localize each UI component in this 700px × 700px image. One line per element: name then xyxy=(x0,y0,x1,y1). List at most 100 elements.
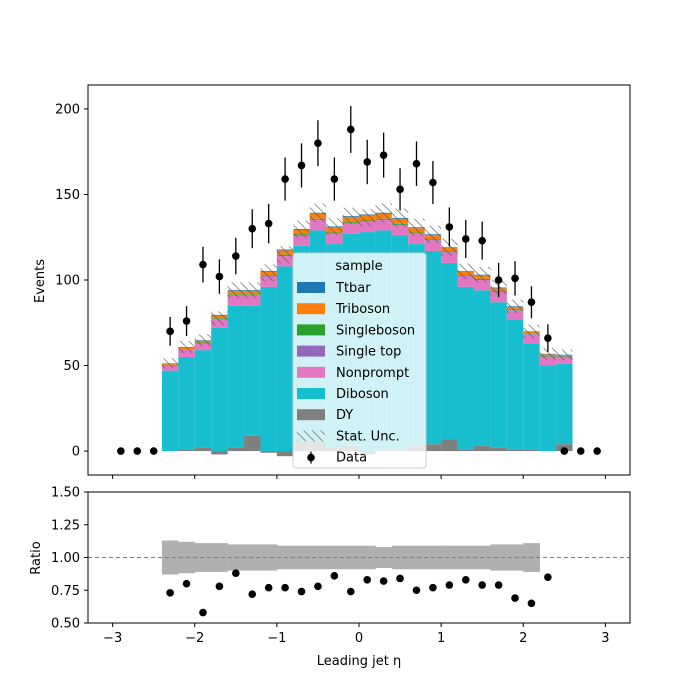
ratio-y-ticks: 0.50 0.75 1.00 1.25 1.50 xyxy=(51,486,88,632)
ratio-point xyxy=(166,589,174,597)
data-point xyxy=(511,274,519,283)
ratio-point xyxy=(248,590,257,598)
bar-nonprompt xyxy=(457,276,474,287)
stat-unc-bin xyxy=(359,209,376,227)
bar-nonprompt xyxy=(359,221,376,233)
bar-diboson xyxy=(178,356,195,450)
data-point xyxy=(314,139,322,147)
bar-dy xyxy=(211,451,228,455)
ratio-point xyxy=(199,608,207,617)
ratio-y-tick-label: 1.50 xyxy=(51,486,80,501)
main-y-tick-label: 50 xyxy=(63,359,80,374)
stat-unc-bin xyxy=(424,225,442,243)
ratio-point xyxy=(494,581,503,589)
ratio-point xyxy=(346,587,355,596)
data-point xyxy=(412,159,421,168)
ratio-band-bin xyxy=(211,543,228,572)
stat-unc-bin xyxy=(161,358,179,369)
ratio-point xyxy=(314,582,322,591)
ratio-point xyxy=(215,582,224,591)
bar-nonprompt xyxy=(506,310,524,320)
data-point xyxy=(445,223,454,231)
bar-diboson xyxy=(556,363,573,445)
stat-unc-bin xyxy=(506,299,524,314)
ratio-x-tick-label: −2 xyxy=(185,631,204,646)
ratio-point xyxy=(544,573,552,581)
stat-unc-bin xyxy=(342,207,359,225)
data-point xyxy=(264,219,273,228)
bar-dy xyxy=(178,449,195,452)
bar-nonprompt xyxy=(408,233,425,245)
bar-nonprompt xyxy=(441,252,458,263)
data-point xyxy=(232,252,240,260)
stat-unc-bin xyxy=(309,203,327,223)
legend-label: Nonprompt xyxy=(336,366,409,381)
ratio-y-tick-label: 1.25 xyxy=(51,518,80,533)
bar-diboson xyxy=(424,250,442,445)
ratio-point xyxy=(264,583,273,592)
ratio-point xyxy=(232,569,240,578)
main-y-tick-label: 150 xyxy=(55,188,80,203)
ratio-panel: −3 −2 −1 0 1 2 3 0.50 0.75 1.00 1.25 1.50 Ratio Le… xyxy=(29,486,631,669)
bar-diboson xyxy=(260,286,277,452)
data-point xyxy=(576,447,585,455)
ratio-point xyxy=(281,583,289,592)
stat-unc-bin xyxy=(260,264,277,282)
main-panel: 0 50 100 150 200 Events sample Ttbar Triboson… xyxy=(33,84,631,479)
bar-diboson xyxy=(441,262,458,440)
stat-unc-bin xyxy=(408,218,425,236)
ratio-band-bin xyxy=(309,545,327,570)
ratio-point xyxy=(478,581,486,589)
bar-nonprompt xyxy=(391,225,409,236)
ratio-band-bin xyxy=(359,545,376,570)
ratio-x-ticks: −3 −2 −1 0 1 2 3 xyxy=(103,623,610,646)
ratio-point xyxy=(363,575,372,584)
data-point xyxy=(330,175,339,183)
bar-nonprompt xyxy=(309,220,327,231)
ratio-x-tick-label: −3 xyxy=(103,631,122,646)
ratio-x-tick-label: 0 xyxy=(355,631,363,646)
data-point xyxy=(544,334,552,342)
stat-unc-bin xyxy=(539,347,557,360)
legend-swatch-triboson xyxy=(297,303,325,315)
ratio-point xyxy=(412,586,421,595)
data-point xyxy=(117,447,125,455)
ratio-y-tick-label: 0.50 xyxy=(51,617,80,632)
bar-diboson xyxy=(473,290,491,446)
x-axis-label: Leading jet η xyxy=(317,654,402,669)
main-y-axis-label: Events xyxy=(33,259,48,303)
bar-dy xyxy=(276,451,294,457)
bar-diboson xyxy=(506,319,524,450)
bar-dy xyxy=(490,447,507,452)
legend-title: sample xyxy=(335,259,382,274)
stat-unc-bin xyxy=(473,267,491,283)
ratio-x-tick-label: 1 xyxy=(437,631,445,646)
ratio-y-tick-label: 1.00 xyxy=(51,551,80,566)
bar-nonprompt xyxy=(194,343,212,351)
ratio-band-bin xyxy=(457,545,475,570)
bar-nonprompt xyxy=(375,220,392,231)
bar-nonprompt xyxy=(473,280,491,291)
ratio-point xyxy=(429,583,437,592)
legend-swatch-diboson xyxy=(297,388,325,399)
bar-diboson xyxy=(244,305,261,436)
stat-unc-bin xyxy=(441,238,458,256)
ratio-band-bin xyxy=(391,545,409,570)
stat-unc-bin xyxy=(178,341,195,354)
data-point xyxy=(379,151,388,159)
bar-diboson xyxy=(161,370,179,452)
stat-unc-bin xyxy=(211,311,228,326)
stat-unc-bin xyxy=(227,282,245,298)
legend-label: DY xyxy=(336,408,353,423)
bar-nonprompt xyxy=(342,223,359,234)
bar-dy xyxy=(473,445,491,452)
data-point xyxy=(182,317,191,325)
ratio-point xyxy=(396,574,404,583)
ratio-band-bin xyxy=(408,545,425,570)
data-point xyxy=(199,260,207,269)
bar-nonprompt xyxy=(178,350,195,357)
data-point xyxy=(560,447,569,455)
bar-diboson xyxy=(457,286,474,450)
stat-unc-bin xyxy=(523,324,540,339)
stat-unc-bin xyxy=(375,203,392,223)
